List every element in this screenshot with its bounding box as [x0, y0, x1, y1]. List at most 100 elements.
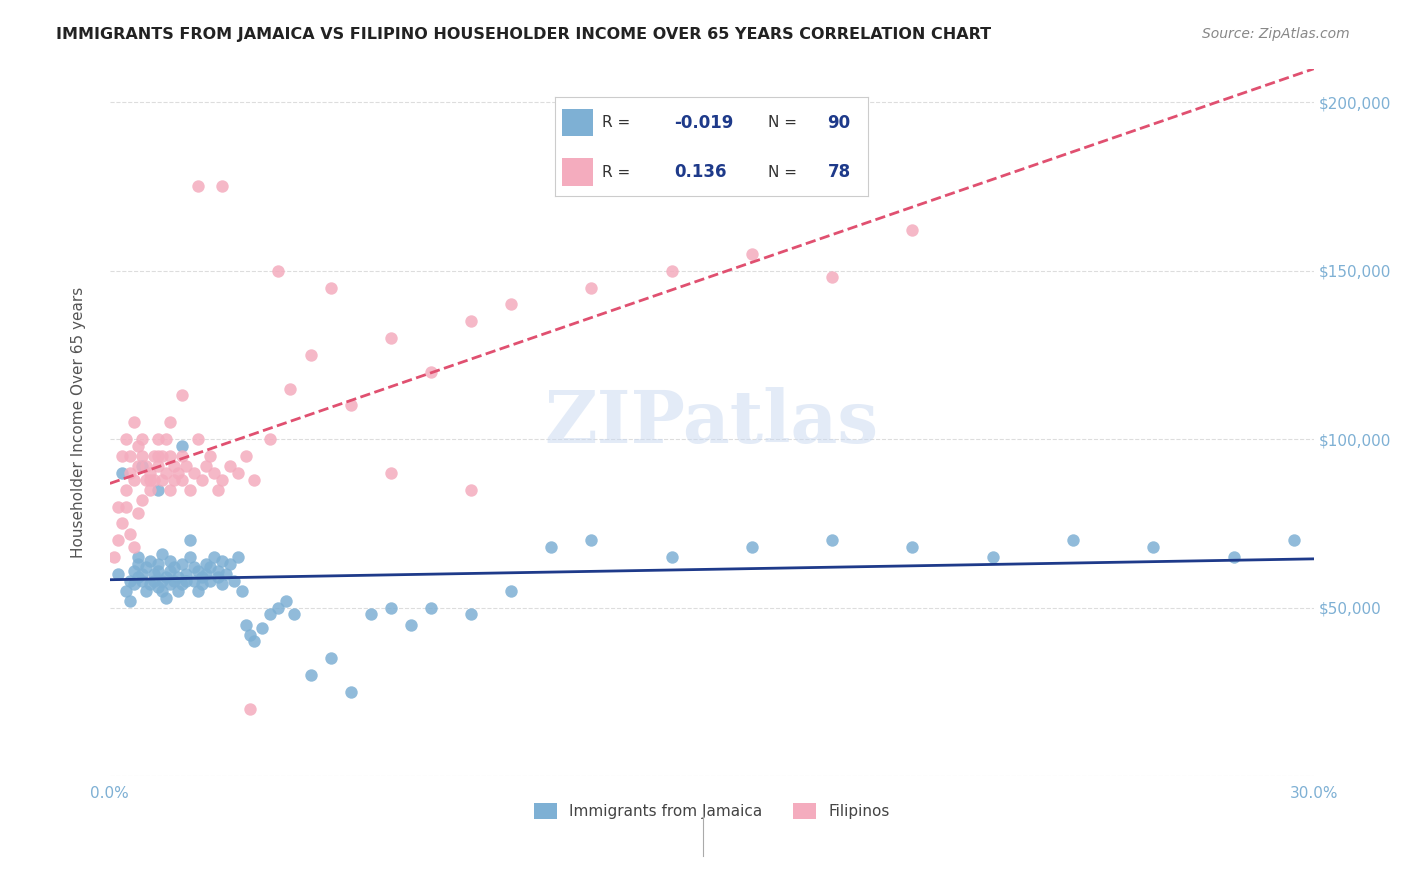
Point: [179, 533, 201, 548]
Point: [1142, 540, 1164, 554]
Point: [146, 483, 169, 497]
Point: [122, 577, 145, 591]
Point: [243, 634, 266, 648]
Point: [163, 574, 186, 588]
Point: [127, 506, 149, 520]
Point: [195, 566, 218, 581]
Point: [127, 459, 149, 474]
Point: [167, 570, 190, 584]
Point: [187, 432, 209, 446]
Point: [360, 607, 382, 622]
Point: [131, 449, 153, 463]
Point: [107, 533, 129, 548]
Point: [661, 550, 683, 565]
Point: [183, 466, 205, 480]
Point: [319, 280, 342, 294]
Point: [155, 466, 177, 480]
Point: [187, 583, 209, 598]
Point: [143, 574, 166, 588]
Point: [146, 557, 169, 571]
Point: [174, 566, 197, 581]
Point: [219, 459, 242, 474]
Point: [267, 600, 290, 615]
Point: [139, 483, 162, 497]
Point: [172, 473, 194, 487]
Point: [150, 574, 173, 588]
Point: [981, 550, 1004, 565]
Point: [174, 574, 197, 588]
Point: [901, 223, 924, 237]
Point: [172, 439, 194, 453]
Text: IMMIGRANTS FROM JAMAICA VS FILIPINO HOUSEHOLDER INCOME OVER 65 YEARS CORRELATION: IMMIGRANTS FROM JAMAICA VS FILIPINO HOUS…: [56, 27, 991, 42]
Point: [191, 473, 214, 487]
Point: [131, 574, 153, 588]
Point: [1062, 533, 1084, 548]
Point: [103, 550, 125, 565]
Point: [226, 466, 249, 480]
Point: [146, 581, 169, 595]
Point: [155, 432, 177, 446]
Point: [1222, 550, 1244, 565]
Point: [131, 566, 153, 581]
Point: [198, 560, 221, 574]
Y-axis label: Householder Income Over 65 years: Householder Income Over 65 years: [72, 286, 86, 558]
Point: [118, 594, 141, 608]
Point: [183, 574, 205, 588]
Point: [107, 566, 129, 581]
Text: ZIPatlas: ZIPatlas: [544, 387, 879, 458]
Point: [243, 473, 266, 487]
Point: [143, 566, 166, 581]
Point: [259, 432, 281, 446]
Point: [159, 415, 181, 429]
Point: [139, 466, 162, 480]
Legend: Immigrants from Jamaica, Filipinos: Immigrants from Jamaica, Filipinos: [529, 797, 896, 825]
Point: [821, 270, 844, 285]
Point: [187, 179, 209, 194]
Point: [127, 550, 149, 565]
Point: [460, 314, 482, 328]
Point: [163, 473, 186, 487]
Point: [179, 550, 201, 565]
Point: [235, 449, 257, 463]
Point: [135, 459, 157, 474]
Point: [380, 466, 402, 480]
Point: [111, 516, 134, 531]
Point: [159, 577, 181, 591]
Point: [191, 577, 214, 591]
Point: [115, 483, 138, 497]
Point: [211, 179, 233, 194]
Point: [111, 466, 134, 480]
Point: [122, 564, 145, 578]
Point: [159, 483, 181, 497]
Point: [183, 560, 205, 574]
Point: [131, 459, 153, 474]
Point: [143, 449, 166, 463]
Point: [207, 483, 229, 497]
Point: [252, 621, 274, 635]
Point: [207, 570, 229, 584]
Point: [118, 449, 141, 463]
Point: [419, 600, 441, 615]
Point: [901, 540, 924, 554]
Point: [122, 473, 145, 487]
Point: [380, 600, 402, 615]
Point: [741, 247, 763, 261]
Point: [118, 574, 141, 588]
Point: [540, 540, 562, 554]
Point: [1282, 533, 1305, 548]
Point: [118, 466, 141, 480]
Point: [146, 432, 169, 446]
Point: [115, 583, 138, 598]
Point: [215, 566, 238, 581]
Point: [239, 627, 262, 641]
Point: [460, 607, 482, 622]
Point: [581, 280, 603, 294]
Point: [150, 547, 173, 561]
Point: [207, 564, 229, 578]
Point: [198, 449, 221, 463]
Point: [172, 449, 194, 463]
Point: [661, 263, 683, 277]
Point: [501, 583, 523, 598]
Point: [202, 466, 225, 480]
Point: [150, 473, 173, 487]
